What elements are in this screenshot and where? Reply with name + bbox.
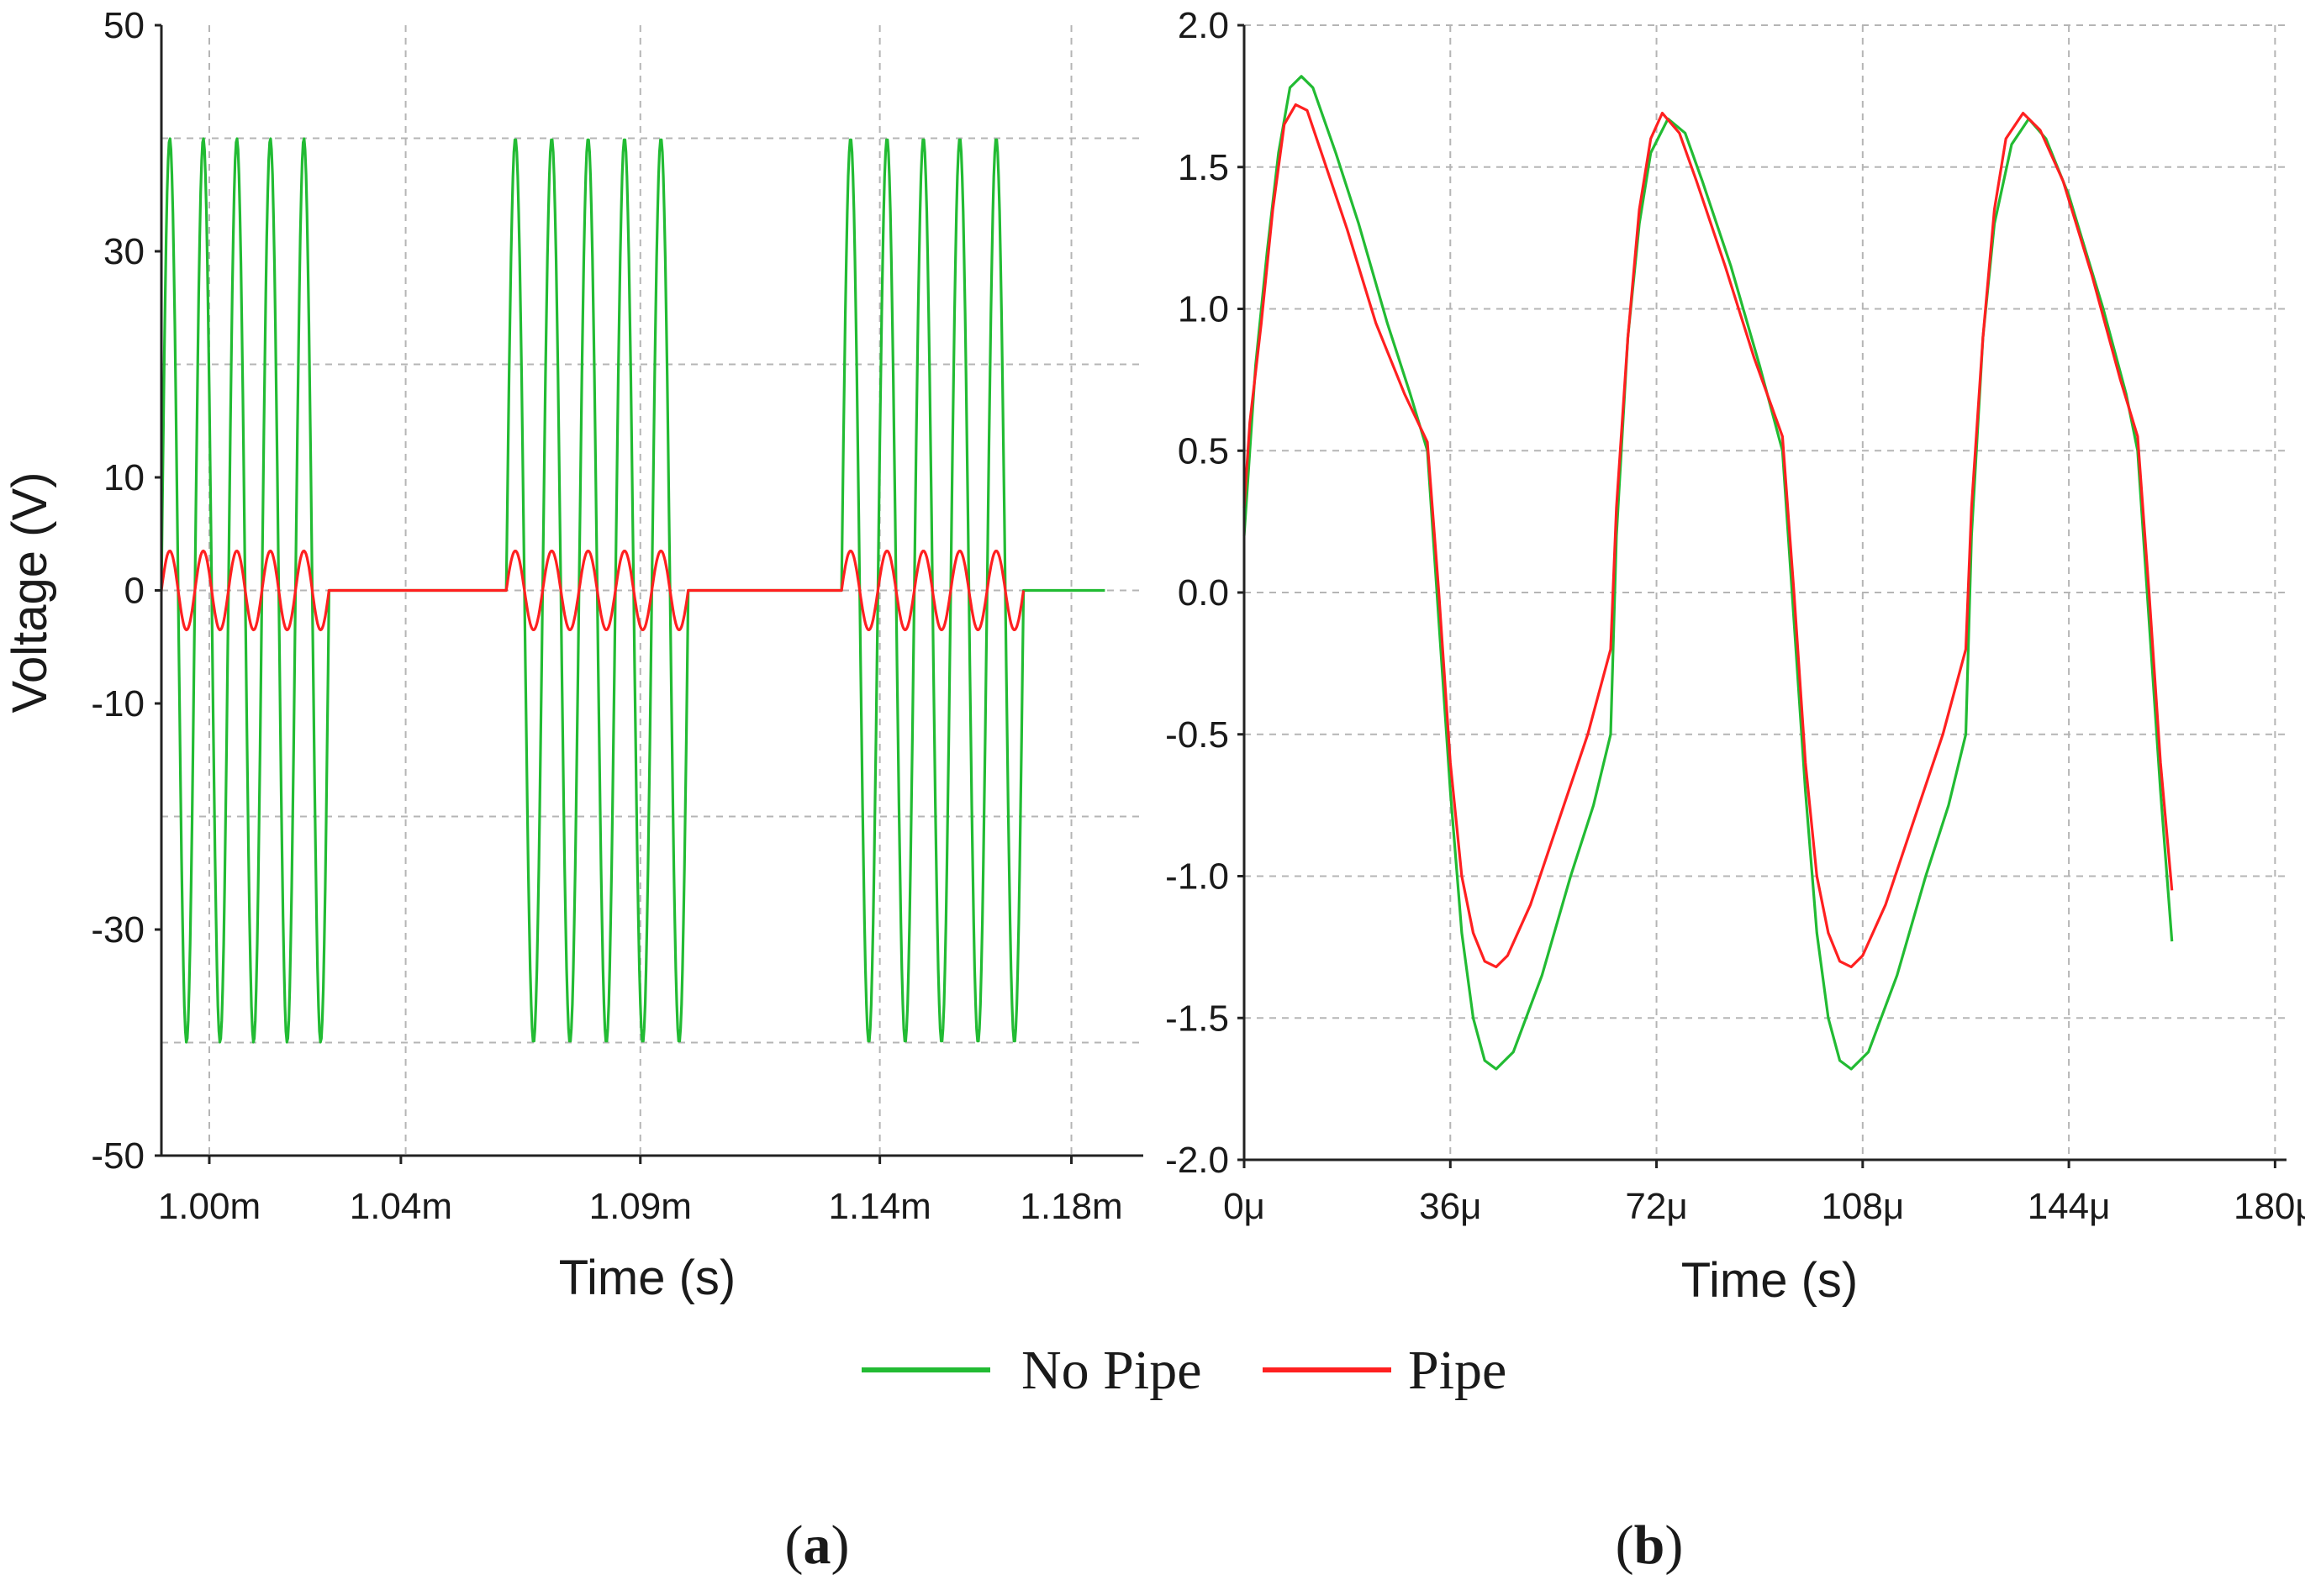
panel-b-ytick-label: 1.5 — [1178, 147, 1229, 188]
panel-a-ytick-label: -10 — [91, 683, 145, 724]
panel-b-tick-labels: 2.0 1.5 1.0 0.5 0.0 -0.5 -1.0 -1.5 -2.0 0μ 36μ 72μ 1… — [1165, 5, 2305, 1227]
panel-b-xtick-label: 36μ — [1419, 1186, 1481, 1227]
panel-b-ytick-label: 0.5 — [1178, 430, 1229, 471]
panel-a-ytick-label: 10 — [103, 457, 145, 498]
panel-label-b: (b) — [1616, 1514, 1684, 1576]
legend: No Pipe Pipe — [862, 1340, 1506, 1401]
panel-b-x-axis-label: Time (s) — [1681, 1253, 1858, 1308]
panel-label-a: (a) — [785, 1514, 850, 1576]
panel-label-a-letter: a — [804, 1514, 831, 1576]
panel-a-chart: 50 30 10 0 -10 -30 -50 1.00m 1.04m 1.09m 1.14m 1.18… — [3, 5, 1143, 1305]
panel-b-xtick-label: 0μ — [1223, 1186, 1265, 1227]
panel-b-xtick-label: 108μ — [1821, 1186, 1904, 1227]
panel-a-xtick-label: 1.09m — [589, 1186, 692, 1227]
panel-a-series-no-pipe — [160, 137, 1105, 1044]
panel-b-ytick-label: 0.0 — [1178, 572, 1229, 614]
panel-a-y-axis-label: Voltage (V) — [3, 472, 57, 714]
panel-a-ytick-label: 50 — [103, 5, 145, 46]
panel-b-series-pipe — [1242, 103, 2174, 969]
panel-b-gridlines — [1243, 24, 2287, 1161]
panel-b-series-no-pipe — [1242, 75, 2174, 1071]
panel-a-xtick-label: 1.04m — [350, 1186, 452, 1227]
panel-a-x-axis-label: Time (s) — [559, 1251, 736, 1305]
panel-b-series — [1242, 75, 2174, 1071]
panel-a-series — [160, 137, 1105, 1044]
panel-b-ytick-label: -2.0 — [1165, 1140, 1229, 1181]
legend-label-no-pipe: No Pipe — [1021, 1340, 1202, 1401]
panel-a-xtick-label: 1.00m — [158, 1186, 261, 1227]
panel-a-ytick-label: 30 — [103, 231, 145, 272]
panel-b-xtick-label: 72μ — [1625, 1186, 1687, 1227]
panel-a-series-pipe — [160, 549, 1026, 632]
panel-a-ytick-label: -30 — [91, 909, 145, 951]
panel-a-xtick-label: 1.18m — [1020, 1186, 1122, 1227]
panel-b-xtick-label: 180μ — [2234, 1186, 2305, 1227]
panel-label-b-letter: b — [1634, 1514, 1665, 1576]
panel-b-ytick-label: 2.0 — [1178, 5, 1229, 46]
panel-b-ytick-label: -1.0 — [1165, 856, 1229, 898]
panel-b-ytick-label: 1.0 — [1178, 289, 1229, 330]
panel-b-chart: 2.0 1.5 1.0 0.5 0.0 -0.5 -1.0 -1.5 -2.0 0μ 36μ 72μ 1… — [1165, 5, 2305, 1308]
panel-a-ytick-label: 0 — [124, 571, 145, 612]
panel-a-tick-labels: 50 30 10 0 -10 -30 -50 1.00m 1.04m 1.09m 1.14m 1.18… — [91, 5, 1122, 1227]
legend-label-pipe: Pipe — [1408, 1340, 1506, 1401]
panel-a-xtick-label: 1.14m — [828, 1186, 931, 1227]
panel-b-ytick-label: -1.5 — [1165, 998, 1229, 1039]
panel-a-ytick-label: -50 — [91, 1135, 145, 1177]
panel-b-xtick-label: 144μ — [2028, 1186, 2111, 1227]
panel-b-ytick-label: -0.5 — [1165, 714, 1229, 756]
